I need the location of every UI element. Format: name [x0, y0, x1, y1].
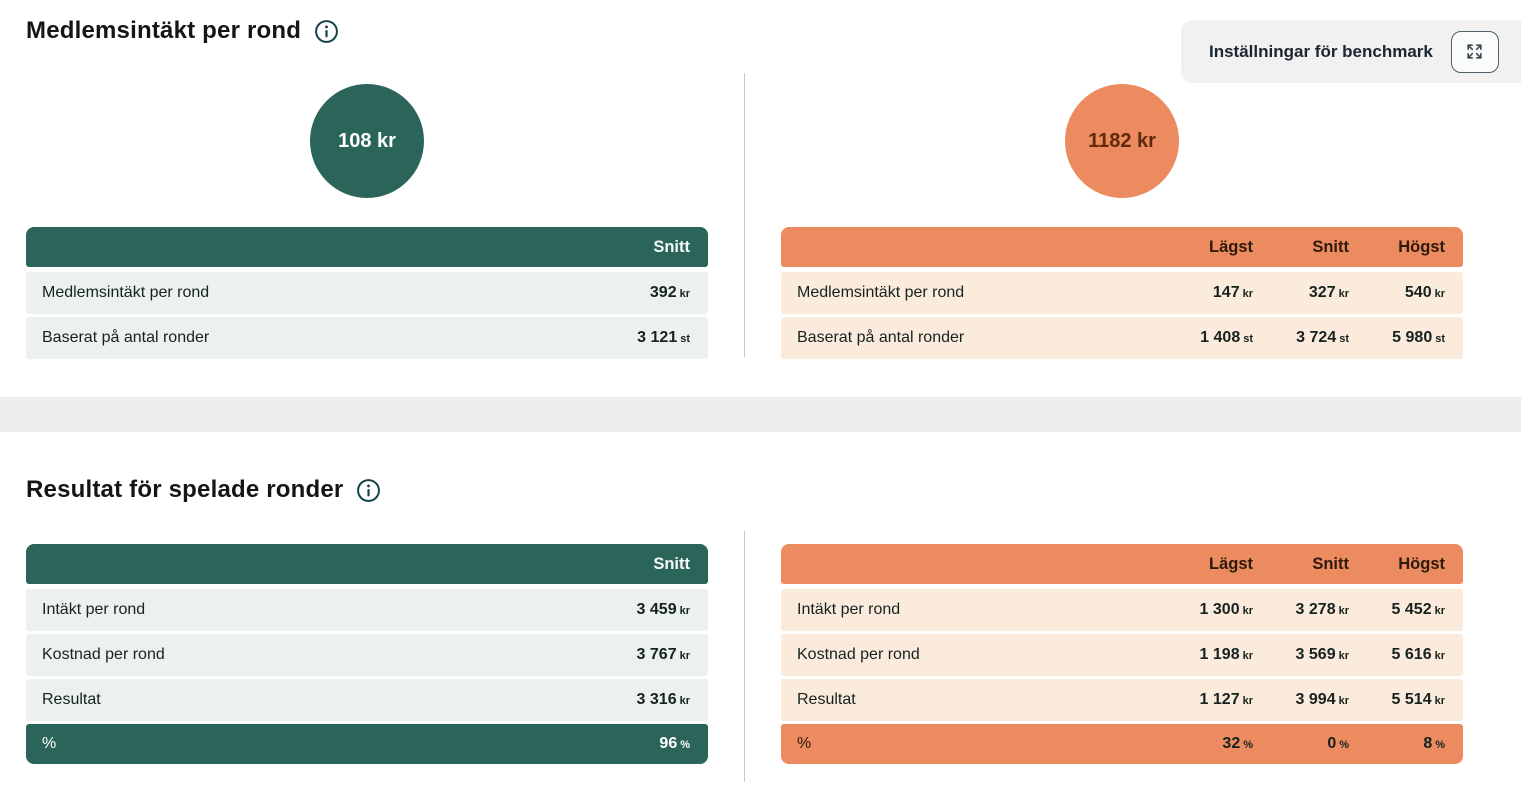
table-row: Intäkt per rond 1 300 kr 3 278 kr 5 452 … — [781, 589, 1463, 631]
row-value-hogst: 5 980 st — [1392, 329, 1445, 346]
section-medlemsintakt-per-rond: Medlemsintäkt per rond 108 kr Snitt — [0, 14, 1521, 362]
column-header-lagst: Lägst — [1208, 237, 1253, 256]
benchmark-table: Lägst Snitt Högst Intäkt per rond 1 300 … — [781, 544, 1463, 764]
benchmark-circle-wrap: 1182 kr — [781, 84, 1463, 198]
row-value: 96 % — [659, 735, 690, 752]
club-table: Snitt Intäkt per rond 3 459 kr Kostnad p… — [26, 544, 708, 764]
benchmark-table-header: Lägst Snitt Högst — [781, 544, 1463, 584]
row-value-snitt: 0 % — [1327, 735, 1349, 752]
row-value-lagst: 32 % — [1222, 735, 1253, 752]
row-value: 3 767 kr — [636, 646, 690, 663]
vertical-divider — [744, 73, 745, 357]
row-value-lagst: 147 kr — [1212, 284, 1253, 301]
table-row: Resultat 1 127 kr 3 994 kr 5 514 kr — [781, 679, 1463, 721]
row-value: 3 316 kr — [636, 691, 690, 708]
column-header-hogst: Högst — [1398, 554, 1445, 573]
club-value-circle: 108 kr — [310, 84, 424, 198]
table-row: Baserat på antal ronder 3 121 st — [26, 317, 708, 359]
row-label: % — [42, 735, 57, 752]
table-row: Kostnad per rond 1 198 kr 3 569 kr 5 616… — [781, 634, 1463, 676]
row-value-snitt: 3 994 kr — [1295, 691, 1349, 708]
row-value-lagst: 1 408 st — [1200, 329, 1253, 346]
table-footer-percent: % 96 % — [26, 724, 708, 764]
benchmark-columns: Snitt Intäkt per rond 3 459 kr Kostnad p… — [26, 531, 1521, 782]
vertical-divider — [744, 531, 745, 782]
benchmark-columns: 108 kr Snitt Medlemsintäkt per rond 392 … — [26, 73, 1521, 362]
row-value: 392 kr — [649, 284, 690, 301]
row-label: Resultat — [797, 691, 856, 708]
benchmark-circle-value: 1182 kr — [1088, 129, 1156, 152]
row-value-hogst: 5 452 kr — [1391, 601, 1445, 618]
table-row: Intäkt per rond 3 459 kr — [26, 589, 708, 631]
row-value-lagst: 1 198 kr — [1199, 646, 1253, 663]
section-title: Medlemsintäkt per rond — [26, 17, 302, 44]
row-value: 3 459 kr — [636, 601, 690, 618]
club-table-header: Snitt — [26, 227, 708, 267]
table-row: Medlemsintäkt per rond 147 kr 327 kr 540… — [781, 272, 1463, 314]
row-label: Kostnad per rond — [797, 646, 920, 663]
row-label: Resultat — [42, 691, 101, 708]
row-label: Intäkt per rond — [797, 601, 901, 618]
benchmark-settings-label: Inställningar för benchmark — [1209, 41, 1433, 61]
row-value-hogst: 5 616 kr — [1391, 646, 1445, 663]
row-label: Medlemsintäkt per rond — [42, 284, 210, 301]
row-label: Medlemsintäkt per rond — [797, 284, 965, 301]
table-row: Baserat på antal ronder 1 408 st 3 724 s… — [781, 317, 1463, 359]
row-value-snitt: 327 kr — [1308, 284, 1349, 301]
row-value-snitt: 3 569 kr — [1295, 646, 1349, 663]
row-value-hogst: 8 % — [1423, 735, 1445, 752]
row-value-hogst: 540 kr — [1404, 284, 1445, 301]
benchmark-value-circle: 1182 kr — [1065, 84, 1179, 198]
benchmark-table: Lägst Snitt Högst Medlemsintäkt per rond… — [781, 227, 1463, 359]
column-header-snitt: Snitt — [1312, 554, 1349, 573]
info-icon[interactable] — [356, 478, 381, 503]
info-icon[interactable] — [314, 19, 339, 44]
club-circle-wrap: 108 kr — [26, 84, 708, 198]
benchmark-table-header: Lägst Snitt Högst — [781, 227, 1463, 267]
section-title-row: Resultat för spelade ronder — [26, 473, 1521, 507]
section-separator — [0, 397, 1521, 432]
table-row: Kostnad per rond 3 767 kr — [26, 634, 708, 676]
table-footer-percent: % 32 % 0 % 8 % — [781, 724, 1463, 764]
row-label: Intäkt per rond — [42, 601, 146, 618]
row-label: % — [797, 735, 812, 752]
section-resultat-spelade-ronder: Resultat för spelade ronder Snitt Intäkt… — [0, 473, 1521, 782]
club-table: Snitt Medlemsintäkt per rond 392 kr Base… — [26, 227, 708, 359]
club-circle-value: 108 kr — [338, 129, 396, 152]
row-value-snitt: 3 724 st — [1296, 329, 1349, 346]
row-value-hogst: 5 514 kr — [1391, 691, 1445, 708]
club-column: Snitt Intäkt per rond 3 459 kr Kostnad p… — [26, 544, 708, 764]
club-table-header: Snitt — [26, 544, 708, 584]
row-label: Kostnad per rond — [42, 646, 165, 663]
table-row: Medlemsintäkt per rond 392 kr — [26, 272, 708, 314]
benchmark-column: 1182 kr Lägst Snitt Högst Medlemsintäkt … — [781, 84, 1463, 362]
row-value-lagst: 1 127 kr — [1199, 691, 1253, 708]
expand-icon — [1467, 44, 1483, 59]
benchmark-column: Lägst Snitt Högst Intäkt per rond 1 300 … — [781, 544, 1463, 764]
section-title: Resultat för spelade ronder — [26, 476, 344, 503]
benchmark-settings-panel: Inställningar för benchmark — [1181, 20, 1521, 83]
expand-button[interactable] — [1450, 30, 1499, 73]
row-value-snitt: 3 278 kr — [1295, 601, 1349, 618]
table-row: Resultat 3 316 kr — [26, 679, 708, 721]
row-value-lagst: 1 300 kr — [1199, 601, 1253, 618]
column-header-lagst: Lägst — [1208, 554, 1253, 573]
club-column: 108 kr Snitt Medlemsintäkt per rond 392 … — [26, 84, 708, 362]
column-header-hogst: Högst — [1398, 237, 1445, 256]
column-header-snitt: Snitt — [653, 554, 690, 573]
row-label: Baserat på antal ronder — [797, 329, 965, 346]
column-header-snitt: Snitt — [1312, 237, 1349, 256]
row-value: 3 121 st — [637, 329, 690, 346]
column-header-snitt: Snitt — [653, 237, 690, 256]
section-title-row: Medlemsintäkt per rond — [26, 14, 1521, 48]
row-label: Baserat på antal ronder — [42, 329, 210, 346]
